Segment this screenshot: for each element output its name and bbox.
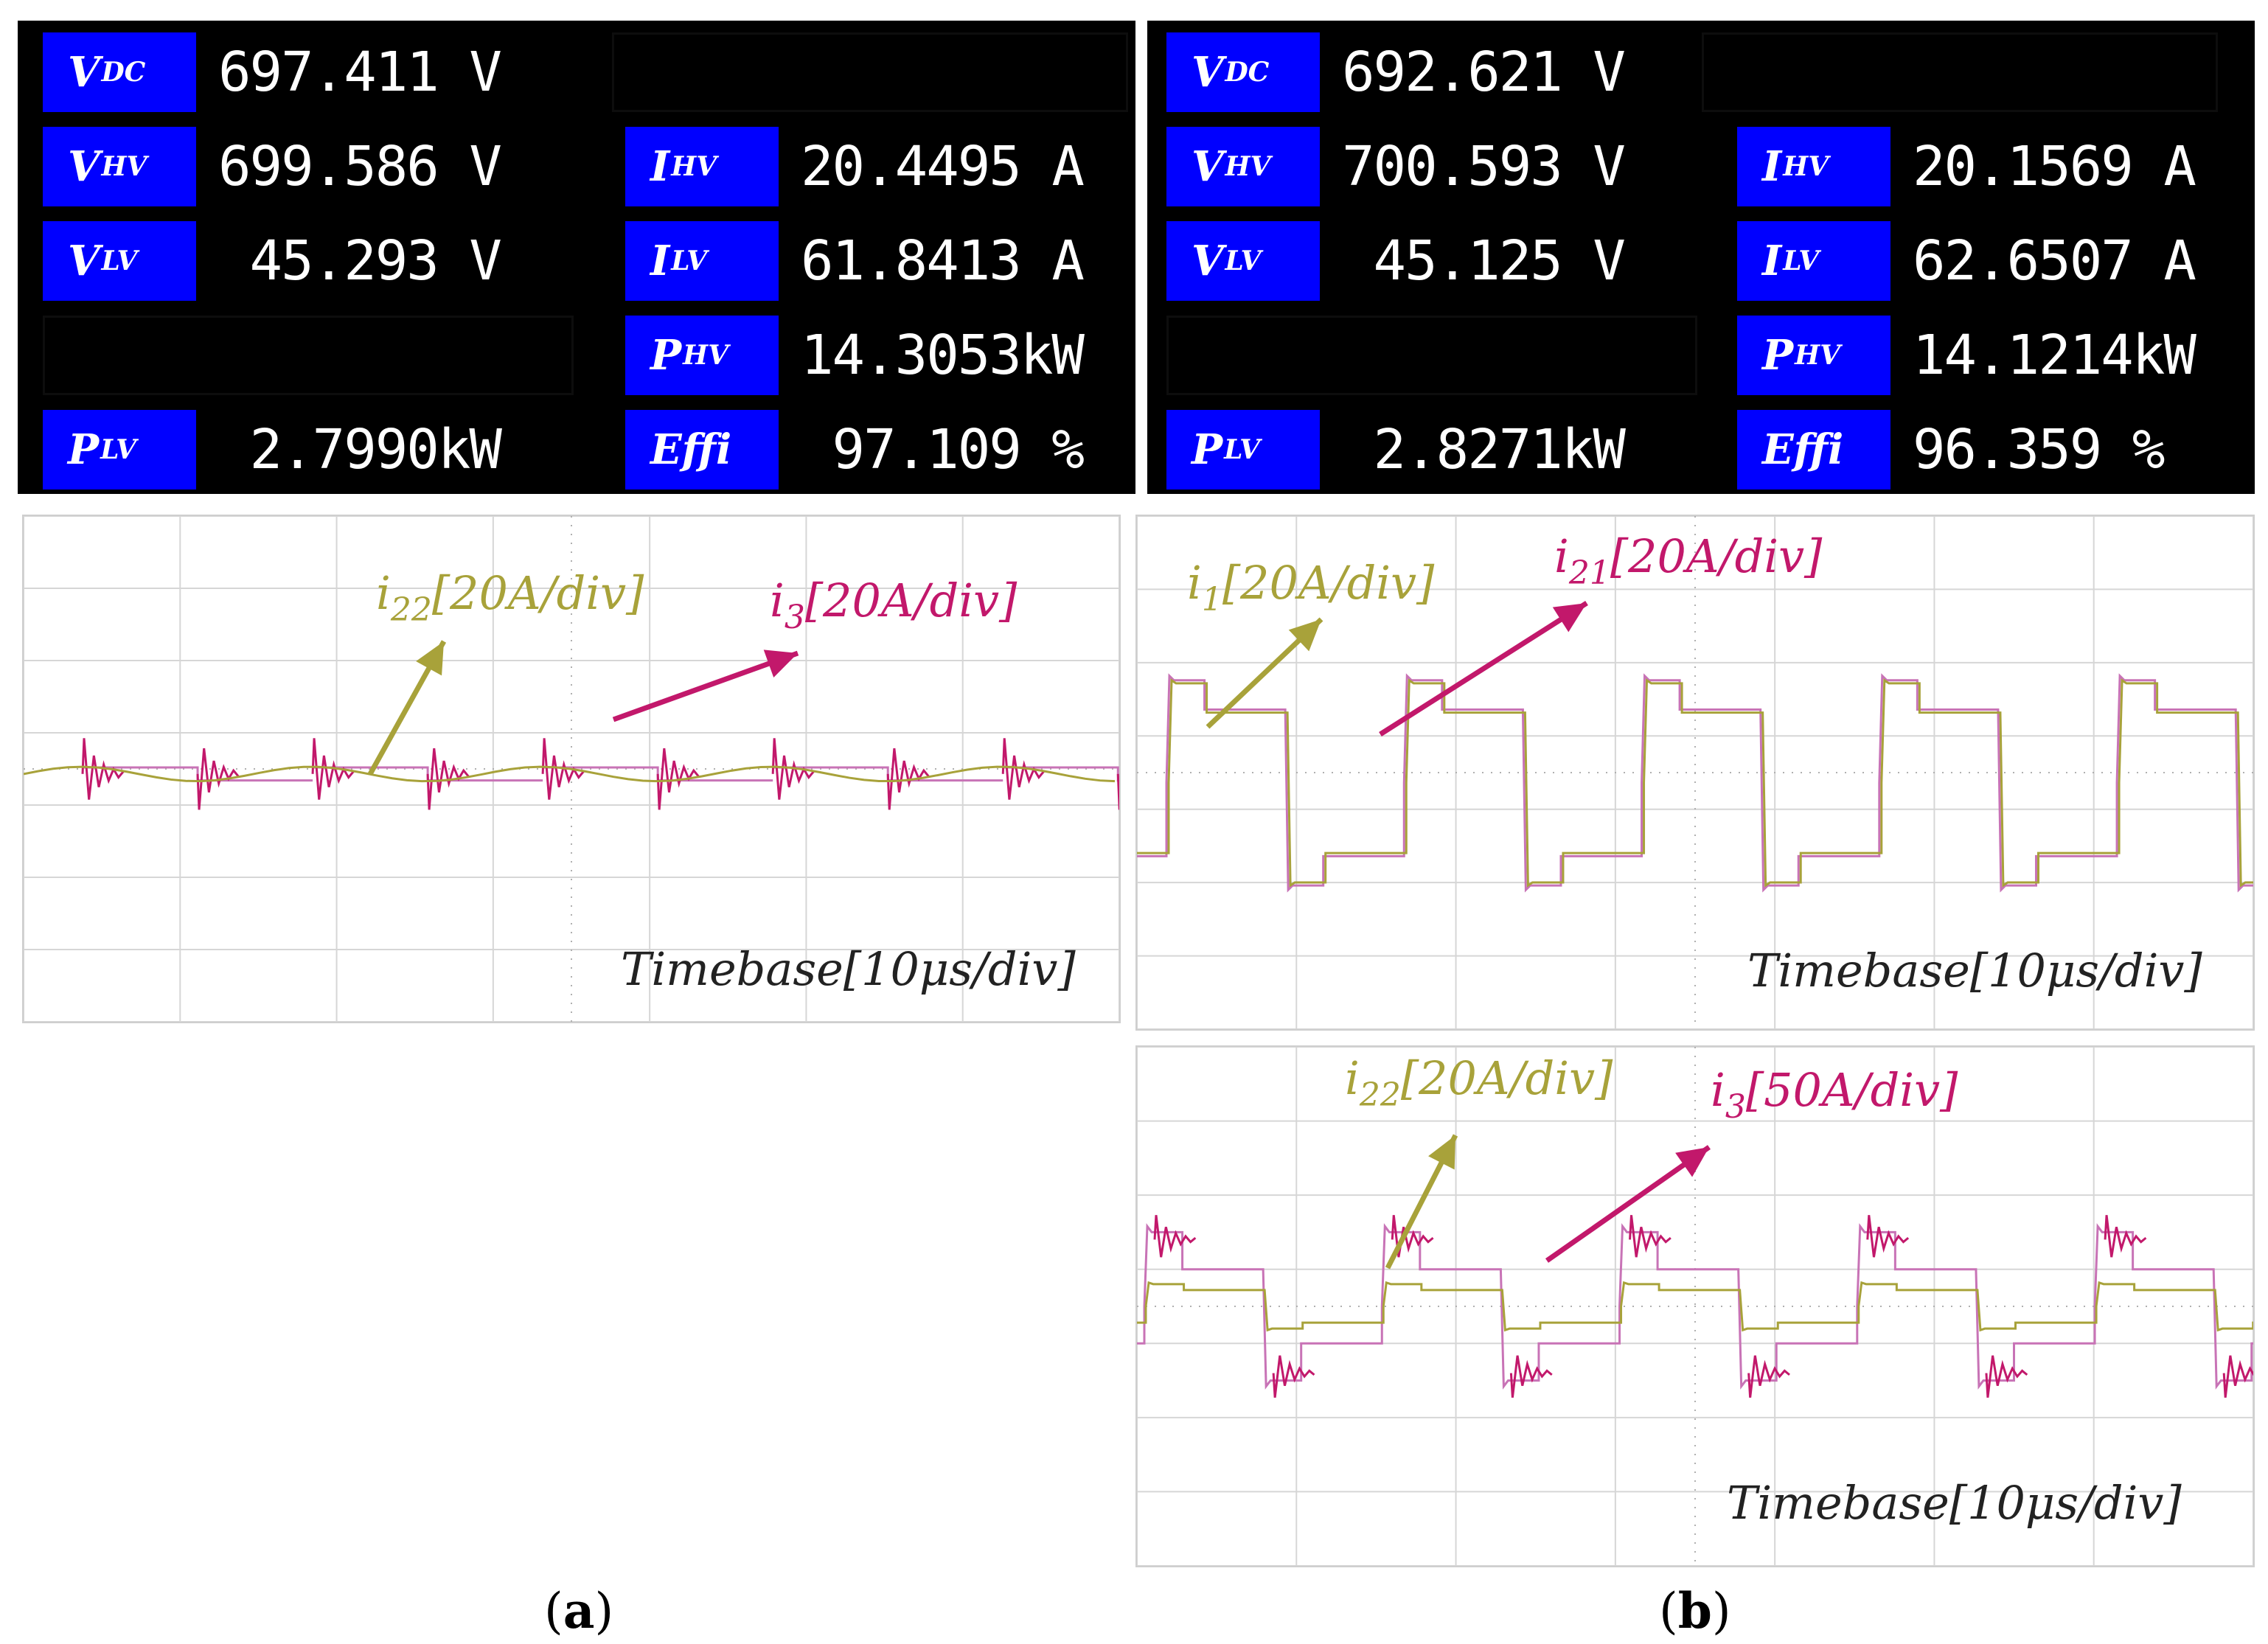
meter-b-vhv-value: 700.593 V: [1342, 135, 1626, 198]
scope-a-i3-ringing: [311, 738, 355, 800]
meter-b-ilv-value: 62.6507 A: [1913, 229, 2196, 293]
scope-b-bottom-i3-ringing: [1629, 1215, 1672, 1258]
caption-a: (a): [544, 1582, 614, 1640]
scope-b-top-i21-trace: [1137, 673, 2253, 893]
scope-b-bottom-i3-ringing: [1272, 1355, 1315, 1398]
scope-b2-i22-label: i22[20A/div]: [1345, 1051, 1613, 1114]
scope-waveform-a: i22[20A/div] i3[20A/div] Timebase[10μs/d…: [22, 515, 1121, 1023]
scope-a-timebase: Timebase[10μs/div]: [621, 942, 1076, 996]
scope-b-bottom-i22-trace: [1137, 1281, 2253, 1332]
caption-b: (b): [1659, 1582, 1731, 1640]
scope-b-top-i21-arrow-head: [1552, 603, 1587, 633]
scope-a-i3-arrow-head: [763, 649, 798, 678]
scope-b-bottom-i3-ringing: [1391, 1215, 1434, 1258]
scope-a-i3-ringing: [81, 738, 125, 800]
power-meter-panel-b: V DC 692.621 V V HV 700.593 V V LV 45.125 V…: [1147, 21, 2255, 494]
meter-b-vdc-value: 692.621 V: [1342, 41, 1626, 104]
scope-b-bottom-i3-ringing: [1985, 1355, 2028, 1398]
meter-a-ilv-value: 61.8413 A: [801, 229, 1085, 293]
scope-b-bottom-i3-ringing: [1866, 1215, 1910, 1258]
meter-b-effi-value: 96.359 %: [1913, 418, 2165, 481]
scope-b-bottom-i3-ringing: [2104, 1215, 2147, 1258]
scope-a-i3-ringing: [196, 748, 240, 810]
scope-b-bottom-i3-ringing: [2222, 1355, 2253, 1398]
meter-a-plv-value: 2.7990kW: [218, 418, 502, 481]
scope-b-bottom-i3-ringing: [1153, 1215, 1197, 1258]
meter-a-phv-value: 14.3053kW: [801, 324, 1085, 387]
scope-waveform-b-bottom: i22[20A/div] i3[50A/div] Timebase[10μs/d…: [1135, 1045, 2255, 1567]
scope-b-bottom-i3-trace: [1137, 1223, 2253, 1390]
scope-b-bottom-i3-arrow-shaft: [1545, 1145, 1711, 1263]
scope-a-i22-label: i22[20A/div]: [376, 566, 644, 629]
meter-a-vdc-value: 697.411 V: [218, 41, 502, 104]
scope-a-i3-ringing: [541, 738, 585, 800]
meter-a-vlv-value: 45.293 V: [218, 229, 502, 293]
power-meter-panel-a: V DC 697.411 V V HV 699.586 V V LV 45.293 V…: [18, 21, 1135, 494]
scope-b-bottom-i3-ringing: [1509, 1355, 1553, 1398]
scope-a-i3-ringing: [1001, 738, 1045, 800]
scope-a-i22-arrow-head: [416, 641, 444, 676]
scope-b-top-i21-arrow-shaft: [1379, 601, 1588, 736]
scope-a-i3-ringing: [656, 748, 700, 810]
meter-b-plv-value: 2.8271kW: [1342, 418, 1626, 481]
meter-a-ihv-value: 20.4495 A: [801, 135, 1085, 198]
scope-b-top-i1-arrow-head: [1288, 619, 1321, 652]
meter-b-ihv-value: 20.1569 A: [1913, 135, 2196, 198]
scope-a-i3-ringing: [771, 738, 815, 800]
meter-b-vlv-value: 45.125 V: [1342, 229, 1626, 293]
scope-b-bottom-timebase: Timebase[10μs/div]: [1727, 1476, 2182, 1530]
meter-b-phv-value: 14.1214kW: [1913, 324, 2196, 387]
scope-b-top-timebase: Timebase[10μs/div]: [1747, 944, 2202, 997]
scope-a-i3-ringing: [886, 748, 930, 810]
scope-a-i3-label: i3[20A/div]: [770, 574, 1018, 636]
scope-a-i3-arrow-shaft: [612, 650, 799, 722]
scope-b-bottom-plot: [1137, 1047, 2253, 1566]
meter-a-vhv-value: 699.586 V: [218, 135, 502, 198]
scope-b-i21-label: i21[20A/div]: [1554, 529, 1823, 592]
meter-a-effi-value: 97.109 %: [801, 418, 1085, 481]
scope-a-i3-ringing: [426, 748, 470, 810]
scope-b-bottom-i22-arrow-head: [1428, 1135, 1455, 1170]
scope-b-top-i1-trace: [1137, 678, 2253, 888]
scope-b-bottom-i3-arrow-head: [1675, 1147, 1709, 1177]
scope-b-i1-label: i1[20A/div]: [1187, 556, 1435, 619]
scope-a-i22-trace: [24, 765, 1116, 783]
scope-a-plot: [24, 516, 1119, 1022]
scope-waveform-b-top: i1[20A/div] i21[20A/div] Timebase[10μs/d…: [1135, 515, 2255, 1031]
scope-b-top-plot: [1137, 516, 2253, 1029]
scope-b-bottom-i3-ringing: [1747, 1355, 1790, 1398]
scope-b2-i3-label: i3[50A/div]: [1711, 1063, 1958, 1126]
